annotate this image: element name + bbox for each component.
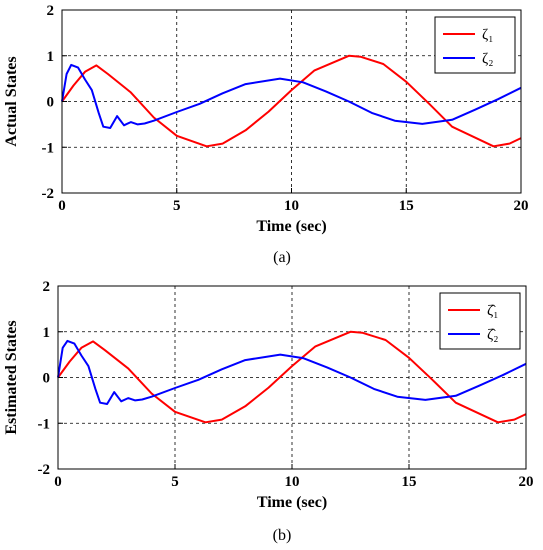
x-tick-label: 10 xyxy=(284,198,299,214)
x-tick-label: 5 xyxy=(173,198,181,214)
chart-actual-states: 0 5 10 15 20 -2 -1 0 1 2 Time (sec) Actual States ζ₁… xyxy=(3,3,529,235)
legend-label-2: ζ₂ xyxy=(482,51,493,67)
y-tick-label: -2 xyxy=(38,462,51,478)
x-tick-label: 0 xyxy=(58,198,66,214)
y-tick-label: -1 xyxy=(38,416,51,432)
x-axis-label: Time (sec) xyxy=(257,494,327,511)
x-tick-label: 15 xyxy=(399,198,414,214)
x-tick-label: 20 xyxy=(514,198,529,214)
y-tick-label: 0 xyxy=(47,95,55,111)
x-axis-label: Time (sec) xyxy=(256,218,326,235)
caption-b: (b) xyxy=(273,527,292,544)
chart-estimated-states: 0 5 10 15 20 -2 -1 0 1 2 Time (sec) Estimated State… xyxy=(3,279,534,511)
y-axis-label: Estimated States xyxy=(3,320,20,434)
legend-label-1: ζ₁ xyxy=(482,27,493,43)
x-tick-label: 10 xyxy=(285,474,300,490)
legend-box xyxy=(435,17,515,73)
y-tick-label: 1 xyxy=(43,325,51,341)
y-tick-label: -2 xyxy=(42,186,55,202)
x-tick-label: 0 xyxy=(54,474,62,490)
y-tick-label: 1 xyxy=(47,49,55,65)
y-axis-label: Actual States xyxy=(3,56,20,146)
legend-box xyxy=(440,293,520,349)
y-tick-label: 2 xyxy=(43,279,51,295)
x-tick-label: 15 xyxy=(402,474,417,490)
legend-label-1: ζ̂₁ xyxy=(487,303,498,319)
y-tick-label: -1 xyxy=(42,140,55,156)
y-tick-label: 0 xyxy=(43,371,51,387)
y-tick-label: 2 xyxy=(47,3,55,19)
x-tick-label: 5 xyxy=(171,474,179,490)
caption-a: (a) xyxy=(273,249,291,266)
x-tick-label: 20 xyxy=(519,474,534,490)
legend-label-2: ζ̂₂ xyxy=(487,327,498,343)
